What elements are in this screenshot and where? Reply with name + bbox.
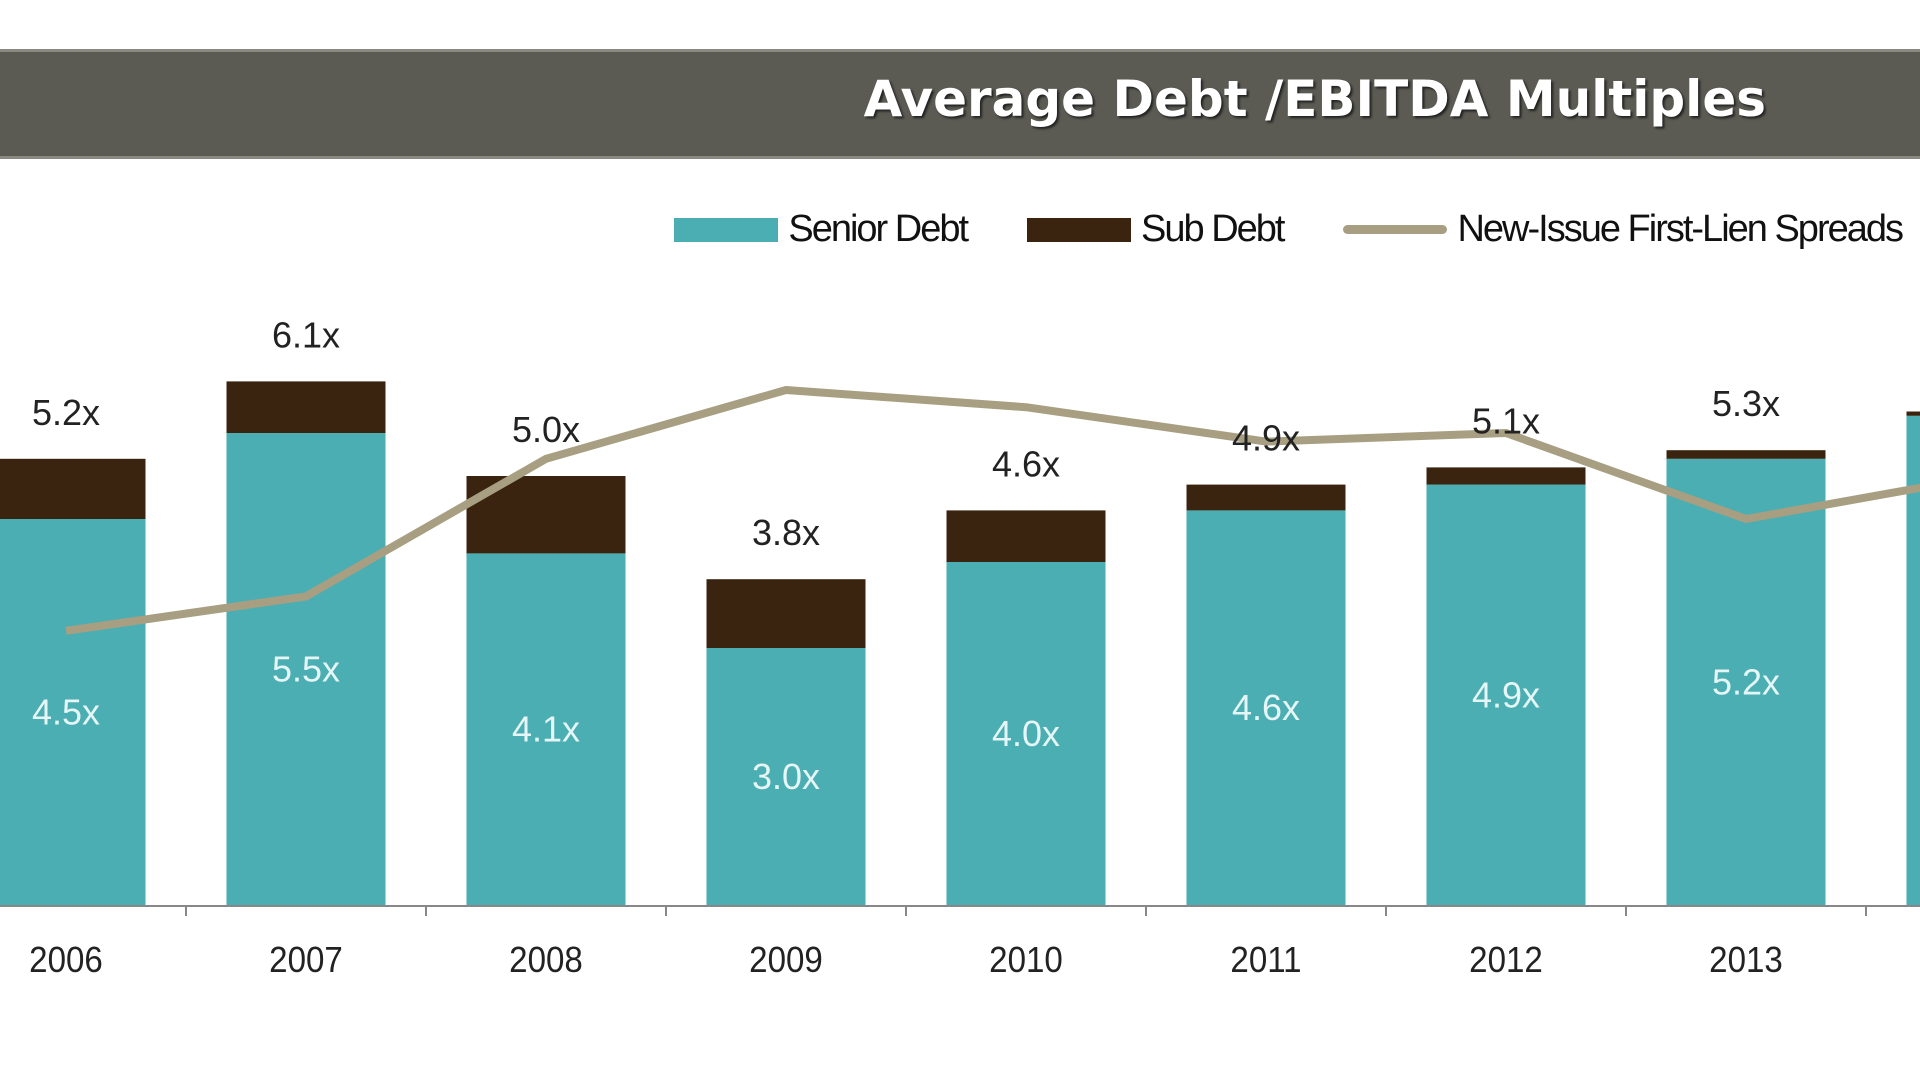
- data-label-total: 5.1x: [1472, 400, 1540, 441]
- x-tick-label: 2008: [509, 941, 583, 981]
- bar-sub-debt: [706, 579, 866, 648]
- data-label-total: 4.6x: [992, 443, 1060, 484]
- bar-sub-debt: [1426, 467, 1586, 485]
- legend-item-sub-debt: Sub Debt: [1027, 208, 1285, 251]
- x-tick-label: 2009: [749, 941, 823, 981]
- data-label-total: 3.8x: [752, 512, 820, 553]
- bar-sub-debt: [946, 510, 1106, 562]
- data-label-senior-debt: 4.6x: [1232, 687, 1300, 728]
- legend: Senior Debt Sub Debt New-Issue First-Lie…: [614, 208, 1904, 251]
- data-label-total: 5.0x: [512, 409, 580, 450]
- bar-sub-debt: [1666, 450, 1826, 459]
- chart-title: Average Debt /EBITDA Multiples: [863, 70, 1766, 128]
- bar-sub-debt: [226, 381, 386, 433]
- legend-item-spreads: New-Issue First-Lien Spreads: [1343, 208, 1904, 251]
- legend-swatch-sub-debt: [1027, 217, 1132, 242]
- title-band: Average Debt /EBITDA Multiples: [0, 49, 1920, 159]
- legend-item-senior-debt: Senior Debt: [674, 208, 969, 251]
- legend-swatch-senior-debt: [674, 217, 779, 242]
- bar-senior-debt: [946, 562, 1106, 906]
- data-label-senior-debt: 4.5x: [32, 692, 100, 733]
- bar-senior-debt: [1426, 484, 1586, 906]
- data-label-senior-debt: 5.5x: [272, 649, 340, 690]
- bar-senior-debt: [466, 553, 626, 906]
- bar-senior-debt: [1666, 458, 1826, 906]
- bar-senior-debt: [1906, 415, 1920, 906]
- x-tick-label: 2011: [1230, 941, 1301, 981]
- legend-label: Senior Debt: [788, 208, 969, 250]
- data-label-senior-debt: 4.0x: [992, 713, 1060, 754]
- legend-label: New-Issue First-Lien Spreads: [1457, 208, 1904, 250]
- x-tick-label: 2013: [1709, 941, 1783, 981]
- data-label-total: 4.9x: [1232, 418, 1300, 459]
- data-label-senior-debt: 5.2x: [1712, 661, 1780, 702]
- data-label-total: 5.3x: [1712, 383, 1780, 424]
- data-label-senior-debt: 3.0x: [752, 756, 820, 797]
- bar-senior-debt: [0, 519, 146, 906]
- data-label-total: 6.1x: [272, 314, 340, 355]
- legend-swatch-spreads: [1343, 225, 1448, 234]
- data-label-senior-debt: 4.1x: [512, 709, 580, 750]
- bar-senior-debt: [706, 648, 866, 906]
- bar-senior-debt: [226, 433, 386, 906]
- x-tick-label: 2007: [269, 941, 343, 981]
- bar-sub-debt: [0, 458, 146, 519]
- x-tick-label: 2006: [29, 941, 103, 981]
- legend-label: Sub Debt: [1141, 208, 1285, 250]
- data-label-total: 5.2x: [32, 392, 100, 433]
- x-tick-label: 2012: [1469, 941, 1543, 981]
- bar-sub-debt: [1906, 411, 1920, 416]
- x-tick-label: 2010: [989, 941, 1063, 981]
- data-label-senior-debt: 4.9x: [1472, 674, 1540, 715]
- bar-senior-debt: [1186, 510, 1346, 906]
- bar-sub-debt: [1186, 484, 1346, 511]
